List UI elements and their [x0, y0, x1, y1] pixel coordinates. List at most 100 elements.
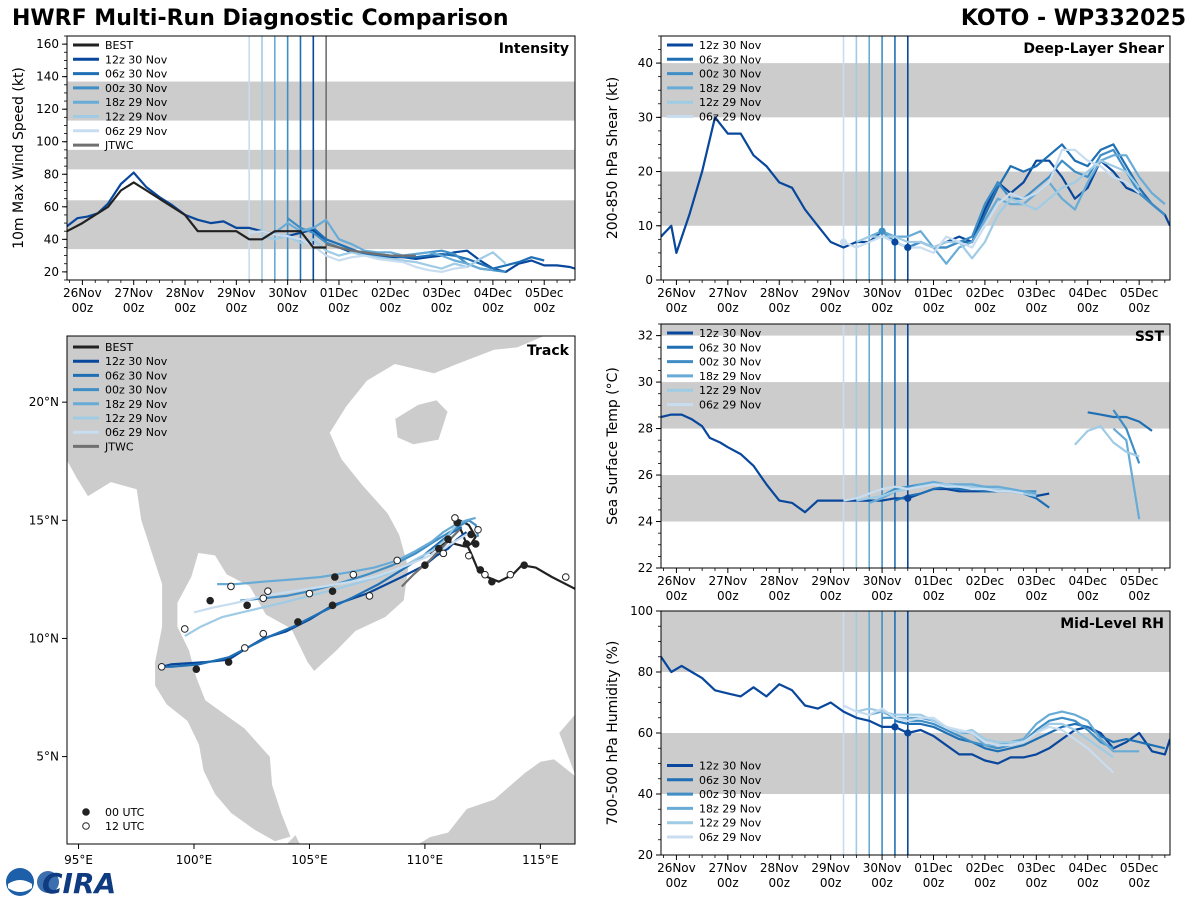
legend-label: 00z 30 Nov	[105, 384, 168, 397]
marker-legend-label: 12 UTC	[105, 820, 145, 833]
series-line-12z-30-nov	[661, 656, 1170, 765]
x-tick-label: 01Dec 00z	[320, 286, 359, 315]
track-line-06z-29-nov	[193, 533, 468, 614]
land-mass	[285, 833, 301, 844]
cira-logo-text: CIRA	[42, 867, 114, 898]
track-point-00utc	[224, 658, 233, 666]
series-line-12z-30-nov	[67, 171, 575, 273]
rh-y-axis-label: 700-500 hPa Humidity (%)	[605, 641, 621, 826]
x-tick-label-line: 26Nov	[657, 574, 696, 588]
x-tick-label-line: 00z	[768, 589, 790, 603]
x-tick-label-line: 02Dec	[371, 286, 410, 300]
x-tick-label: 29Nov 00z	[811, 574, 850, 603]
intensity-y-axis-label: 10m Max Wind Speed (kt)	[11, 67, 27, 249]
x-tick-label-line: 30Nov	[863, 861, 902, 875]
legend-label: 18z 29 Nov	[105, 398, 168, 411]
x-tick-label: 26Nov 00z	[63, 286, 102, 315]
legend-label: 18z 29 Nov	[699, 82, 762, 95]
x-tick-label-line: 04Dec	[474, 286, 513, 300]
intensity-axes-frame	[66, 35, 576, 281]
series-line-00z-30-nov	[881, 148, 1166, 249]
lat-tick-label: 20°N	[29, 395, 59, 409]
track-point-00utc	[331, 573, 339, 581]
series-line-18z-29-nov	[868, 710, 1140, 753]
series-line-06z-29-nov	[843, 148, 1140, 254]
y-tick-label: 40	[638, 787, 653, 801]
y-tick-label: 100	[630, 604, 653, 618]
track-point-12utc	[305, 589, 314, 598]
x-tick-label: 01Dec 00z	[914, 861, 953, 890]
legend-label: 12z 29 Nov	[699, 384, 762, 397]
x-tick-label-line: 00z	[1026, 876, 1048, 890]
shear-y-axis-label: 200-850 hPa Shear (kt)	[605, 77, 621, 239]
track-point-12utc	[464, 551, 473, 560]
series-line-12z-30-nov	[661, 413, 1050, 514]
y-tick-label: 20	[638, 165, 653, 179]
x-tick-label-line: 00z	[1128, 301, 1150, 315]
x-tick-label: 02Dec 00z	[371, 286, 410, 315]
x-tick-label-line: 29Nov	[811, 286, 850, 300]
y-tick-label: 22	[638, 561, 653, 575]
track-point-12utc	[259, 594, 268, 603]
x-tick-label: 04Dec 00z	[1068, 861, 1107, 890]
x-tick-label-line: 00z	[717, 589, 739, 603]
x-tick-label: 29Nov 00z	[217, 286, 256, 315]
track-point-12utc	[157, 662, 166, 671]
x-tick-label-line: 00z	[1077, 301, 1099, 315]
x-tick-label-line: 05Dec	[1120, 861, 1159, 875]
rh-plot-area	[661, 611, 1170, 855]
track-point-12utc	[365, 592, 374, 600]
series-line-18z-29-nov	[274, 218, 494, 272]
legend-label: 12z 29 Nov	[699, 96, 762, 109]
legend-label: 18z 29 Nov	[699, 370, 762, 383]
x-tick-label-line: 27Nov	[114, 286, 153, 300]
legend-label: 12z 29 Nov	[105, 412, 168, 425]
x-tick-label: 04Dec 00z	[1068, 286, 1107, 315]
legend-label: 06z 30 Nov	[105, 68, 168, 81]
track-line-06z-30-nov	[161, 526, 463, 668]
x-tick-label: 03Dec 00z	[1017, 574, 1056, 603]
legend-label: 06z 30 Nov	[699, 774, 762, 787]
x-tick-label-line: 27Nov	[708, 861, 747, 875]
x-tick-label: 01Dec 00z	[914, 574, 953, 603]
x-tick-label: 30Nov 00z	[863, 574, 902, 603]
legend-label: 12z 30 Nov	[699, 327, 762, 340]
legend-label: 00z 30 Nov	[699, 68, 762, 81]
x-tick-label: 26Nov 00z	[657, 861, 696, 890]
x-tick-label-line: 30Nov	[863, 286, 902, 300]
threshold-band	[67, 81, 575, 121]
legend-label: 06z 29 Nov	[699, 831, 762, 844]
legend-label: BEST	[105, 39, 133, 52]
track-line-12z-29-nov	[184, 519, 461, 638]
track-point-00utc	[328, 601, 337, 610]
x-tick-label-line: 00z	[820, 301, 842, 315]
threshold-band	[661, 382, 1170, 429]
x-tick-label-line: 26Nov	[657, 286, 696, 300]
x-tick-label-line: 01Dec	[914, 574, 953, 588]
x-tick-label-line: 03Dec	[1017, 574, 1056, 588]
legend-label: 12z 29 Nov	[105, 111, 168, 124]
sst-y-axis-label: Sea Surface Temp (°C)	[605, 367, 621, 525]
x-tick-label-line: 00z	[1077, 876, 1099, 890]
lon-tick-label: 110°E	[407, 853, 444, 867]
x-tick-label-line: 00z	[277, 301, 299, 315]
series-line-18z-29-nov	[868, 480, 1037, 504]
series-line-06z-30-nov	[300, 226, 545, 270]
x-tick-label-line: 04Dec	[1068, 286, 1107, 300]
series-line-00z-30-nov	[1112, 409, 1141, 464]
track-plot-area	[67, 336, 575, 844]
y-tick-label: 10	[638, 219, 653, 233]
x-tick-label-line: 00z	[1128, 589, 1150, 603]
series-line-12z-29-nov	[855, 159, 1141, 260]
land-mass	[67, 336, 546, 843]
x-tick-label: 04Dec 00z	[1068, 574, 1107, 603]
series-line-06z-30-nov	[894, 719, 1166, 753]
x-tick-label: 05Dec 00z	[1120, 286, 1159, 315]
y-tick-label: 0	[645, 273, 653, 287]
y-tick-label: 120	[36, 102, 59, 116]
series-line-12z-29-nov	[1074, 425, 1140, 458]
x-tick-label: 26Nov 00z	[657, 574, 696, 603]
series-line-best	[67, 181, 327, 249]
